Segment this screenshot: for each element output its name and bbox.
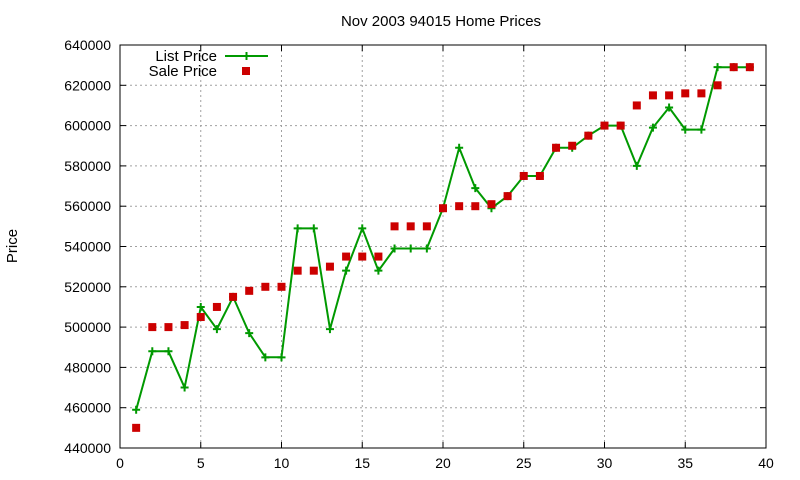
list-price-point [471, 184, 480, 193]
legend-sale-price-marker [242, 67, 250, 75]
sale-price-point [148, 323, 157, 332]
list-price-point [164, 347, 173, 356]
list-price-point [422, 244, 431, 253]
sale-price-point [261, 282, 270, 291]
list-price-point [374, 266, 383, 275]
legend-sale-price-label: Sale Price [149, 63, 217, 80]
sale-price-point [277, 282, 286, 291]
x-tick-label: 20 [435, 455, 451, 471]
sale-price-point [164, 323, 173, 332]
y-tick-label: 580000 [64, 158, 111, 174]
x-tick-label: 10 [274, 455, 290, 471]
sale-price-point [568, 141, 577, 150]
y-tick-label: 480000 [64, 359, 111, 375]
x-tick-label: 35 [677, 455, 693, 471]
sale-price-point [519, 171, 528, 180]
list-price-point [148, 347, 157, 356]
x-tick-label: 25 [516, 455, 532, 471]
list-price-point [261, 353, 270, 362]
sale-price-point [132, 423, 141, 432]
list-price-point [632, 161, 641, 170]
list-price-point [648, 123, 657, 132]
legend: List Price Sale Price [149, 48, 268, 80]
sale-price-point [648, 91, 657, 100]
sale-price-point [309, 266, 318, 275]
sale-price-point [487, 200, 496, 209]
y-axis-label: Price [4, 229, 21, 263]
y-tick-label: 500000 [64, 319, 111, 335]
sale-price-point [632, 101, 641, 110]
axis-ticks: 0 5 10 15 20 25 30 35 40 440000 460000 480000 500000… [64, 37, 774, 471]
sale-price-point [196, 313, 205, 322]
list-price-point [277, 353, 286, 362]
sale-price-point [713, 81, 722, 90]
sale-price-point [325, 262, 334, 271]
sale-price-point [471, 202, 480, 211]
sale-price-point [552, 143, 561, 152]
x-tick-label: 30 [597, 455, 613, 471]
x-tick-label: 15 [354, 455, 370, 471]
list-price-point [665, 103, 674, 112]
sale-price-point [665, 91, 674, 100]
list-price-point [713, 63, 722, 72]
sale-price-point [390, 222, 399, 231]
sale-price-point [535, 171, 544, 180]
sale-price-point [212, 302, 221, 311]
sale-price-point [584, 131, 593, 140]
sale-price-point [616, 121, 625, 130]
y-tick-label: 640000 [64, 37, 111, 53]
list-price-point [293, 224, 302, 233]
x-tick-label: 0 [116, 455, 124, 471]
sale-price-point [342, 252, 351, 261]
sale-price-point [729, 63, 738, 72]
list-price-line [135, 66, 750, 410]
list-price-point [342, 266, 351, 275]
x-tick-label: 40 [758, 455, 774, 471]
list-price-point [697, 125, 706, 134]
sale-price-point [503, 192, 512, 201]
list-price-point [406, 244, 415, 253]
sale-price-point [374, 252, 383, 261]
list-price-point [212, 325, 221, 334]
sale-price-point [358, 252, 367, 261]
list-price-point [309, 224, 318, 233]
y-tick-label: 520000 [64, 279, 111, 295]
sale-price-point [681, 89, 690, 98]
sale-price-series [132, 63, 754, 432]
list-price-point [180, 383, 189, 392]
list-price-point [358, 224, 367, 233]
sale-price-point [422, 222, 431, 231]
sale-price-point [745, 63, 754, 72]
legend-list-price-marker [242, 52, 251, 60]
x-tick-label: 5 [197, 455, 205, 471]
legend-list-price-label: List Price [155, 48, 217, 65]
y-tick-label: 620000 [64, 77, 111, 93]
list-price-point [325, 325, 334, 334]
sale-price-point [293, 266, 302, 275]
list-price-point [455, 143, 464, 152]
y-tick-label: 560000 [64, 198, 111, 214]
y-tick-label: 460000 [64, 400, 111, 416]
sale-price-point [406, 222, 415, 231]
sale-price-point [245, 286, 254, 295]
y-tick-label: 540000 [64, 239, 111, 255]
chart-title: Nov 2003 94015 Home Prices [341, 13, 541, 30]
sale-price-point [439, 204, 447, 213]
sale-price-point [455, 202, 464, 211]
sale-price-point [600, 121, 609, 130]
grid-lines [120, 45, 766, 448]
list-price-point [390, 244, 399, 253]
sale-price-point [229, 292, 238, 301]
list-price-point [196, 302, 205, 311]
list-price-point [681, 125, 690, 134]
y-tick-label: 600000 [64, 118, 111, 134]
list-price-point [245, 329, 254, 338]
sale-price-point [180, 321, 189, 330]
list-price-point [132, 405, 141, 414]
sale-price-point [697, 89, 706, 98]
y-tick-label: 440000 [64, 440, 111, 456]
